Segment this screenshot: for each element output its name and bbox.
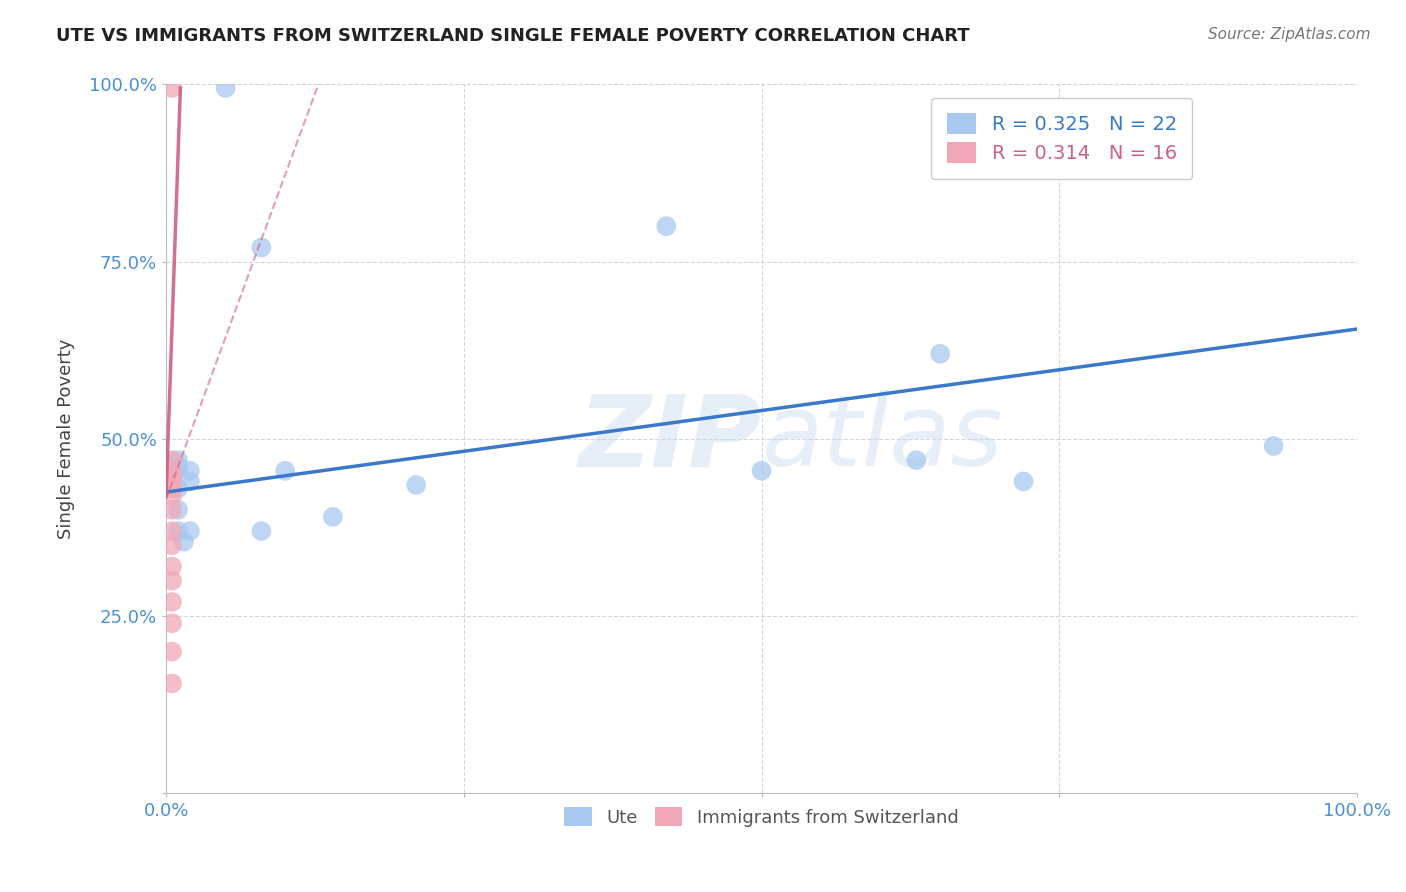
Point	[160, 471, 183, 485]
Point	[1012, 475, 1035, 489]
Point	[167, 460, 190, 475]
Point	[160, 489, 183, 503]
Point	[167, 482, 190, 496]
Point	[179, 475, 201, 489]
Point	[929, 347, 952, 361]
Point	[322, 509, 344, 524]
Point	[160, 453, 183, 467]
Point	[160, 475, 183, 489]
Point	[160, 574, 183, 588]
Point	[655, 219, 678, 234]
Text: ZIP: ZIP	[578, 391, 762, 487]
Point	[167, 453, 190, 467]
Point	[160, 644, 183, 658]
Point	[405, 478, 427, 492]
Point	[160, 676, 183, 690]
Legend: Ute, Immigrants from Switzerland: Ute, Immigrants from Switzerland	[557, 800, 966, 834]
Point	[160, 595, 183, 609]
Point	[160, 503, 183, 517]
Point	[160, 482, 183, 496]
Point	[250, 240, 273, 254]
Point	[160, 616, 183, 631]
Point	[179, 464, 201, 478]
Point	[160, 464, 183, 478]
Point	[905, 453, 928, 467]
Point	[173, 534, 195, 549]
Point	[250, 524, 273, 538]
Point	[167, 524, 190, 538]
Y-axis label: Single Female Poverty: Single Female Poverty	[58, 339, 75, 539]
Point	[179, 524, 201, 538]
Point	[1263, 439, 1285, 453]
Point	[751, 464, 773, 478]
Point	[167, 460, 190, 475]
Text: atlas: atlas	[762, 391, 1002, 487]
Point	[167, 503, 190, 517]
Text: Source: ZipAtlas.com: Source: ZipAtlas.com	[1208, 27, 1371, 42]
Point	[160, 524, 183, 538]
Point	[160, 538, 183, 552]
Point	[274, 464, 297, 478]
Point	[160, 559, 183, 574]
Point	[160, 81, 183, 95]
Text: UTE VS IMMIGRANTS FROM SWITZERLAND SINGLE FEMALE POVERTY CORRELATION CHART: UTE VS IMMIGRANTS FROM SWITZERLAND SINGL…	[56, 27, 970, 45]
Point	[214, 81, 236, 95]
